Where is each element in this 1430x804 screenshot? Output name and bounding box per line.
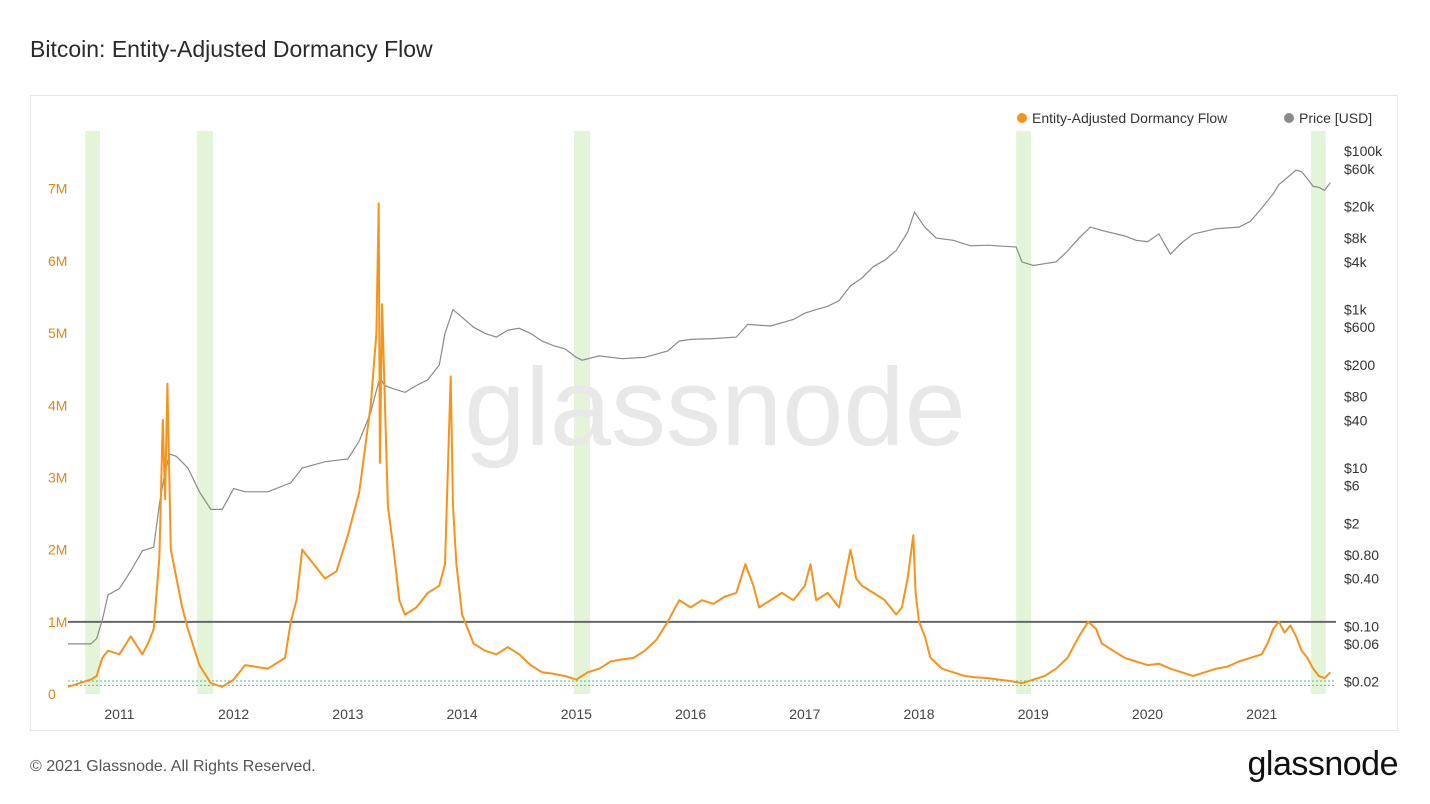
y-left-tick-5: 5M bbox=[48, 325, 67, 341]
x-tick-2017: 2017 bbox=[789, 706, 820, 722]
x-tick-2015: 2015 bbox=[561, 706, 592, 722]
y-left-tick-1: 1M bbox=[48, 614, 67, 630]
y-left-tick-3: 3M bbox=[48, 469, 67, 485]
x-tick-2011: 2011 bbox=[104, 706, 134, 722]
y-right-tick-9: $80 bbox=[1344, 388, 1368, 404]
green-zones bbox=[85, 131, 1326, 694]
brand-logo: glassnode bbox=[1247, 745, 1398, 783]
y-right-tick-8: $40 bbox=[1344, 412, 1368, 428]
watermark: glassnode bbox=[464, 346, 966, 469]
x-tick-2013: 2013 bbox=[332, 706, 363, 722]
y-right-tick-14: $8k bbox=[1344, 230, 1368, 246]
y-left-tick-6: 6M bbox=[48, 253, 67, 269]
y-right-tick-4: $0.80 bbox=[1344, 547, 1379, 563]
x-tick-2021: 2021 bbox=[1246, 706, 1277, 722]
y-right-tick-13: $4k bbox=[1344, 254, 1368, 270]
y-left-tick-0: 0 bbox=[48, 686, 56, 702]
dormancy-series[interactable] bbox=[67, 202, 1332, 688]
x-tick-2020: 2020 bbox=[1132, 706, 1163, 722]
green-zone-1 bbox=[197, 131, 214, 694]
y-left-tick-4: 4M bbox=[48, 397, 67, 413]
x-axis: 2011 2012 2013 2014 2015 2016 2017 2018 2019 2020… bbox=[104, 706, 1277, 722]
y-right-tick-10: $200 bbox=[1344, 357, 1375, 373]
y-right-tick-5: $2 bbox=[1344, 515, 1360, 531]
x-tick-2016: 2016 bbox=[675, 706, 706, 722]
y-right-tick-7: $10 bbox=[1344, 460, 1368, 476]
legend-label-price[interactable]: Price [USD] bbox=[1299, 110, 1372, 126]
x-tick-2014: 2014 bbox=[447, 706, 478, 722]
y-axis-right: $0.02 $0.06 $0.10 $0.40 $0.80 $2 $6 $10 $40 $80 $2… bbox=[1344, 143, 1383, 690]
y-right-tick-11: $600 bbox=[1344, 319, 1375, 335]
y-right-tick-2: $0.10 bbox=[1344, 618, 1379, 634]
x-tick-2012: 2012 bbox=[218, 706, 249, 722]
y-right-tick-12: $1k bbox=[1344, 302, 1368, 318]
x-tick-2018: 2018 bbox=[903, 706, 934, 722]
y-left-tick-7: 7M bbox=[48, 181, 67, 197]
y-right-tick-6: $6 bbox=[1344, 478, 1360, 494]
dormancy-line[interactable] bbox=[67, 202, 1332, 688]
chart-frame bbox=[30, 95, 1398, 731]
copyright-footer: © 2021 Glassnode. All Rights Reserved. bbox=[30, 758, 316, 775]
chart-title: Bitcoin: Entity-Adjusted Dormancy Flow bbox=[30, 36, 433, 62]
y-right-tick-3: $0.40 bbox=[1344, 571, 1379, 587]
green-zone-2 bbox=[574, 131, 591, 694]
x-tick-2019: 2019 bbox=[1018, 706, 1049, 722]
legend-dot-dormancy bbox=[1017, 113, 1027, 123]
y-left-tick-2: 2M bbox=[48, 542, 67, 558]
green-zone-4 bbox=[1310, 131, 1326, 694]
y-right-tick-0: $0.02 bbox=[1344, 674, 1379, 690]
reference-lines bbox=[68, 620, 1336, 686]
y-axis-left: 0 1M 2M 3M 4M 5M 6M 7M bbox=[48, 181, 67, 702]
y-right-tick-1: $0.06 bbox=[1344, 636, 1379, 652]
price-line[interactable] bbox=[68, 169, 1331, 645]
legend-dot-price bbox=[1284, 113, 1294, 123]
y-right-tick-16: $60k bbox=[1344, 161, 1375, 177]
legend[interactable]: Entity-Adjusted Dormancy Flow Price [USD… bbox=[1017, 110, 1372, 126]
green-zone-0 bbox=[85, 131, 100, 694]
legend-label-dormancy[interactable]: Entity-Adjusted Dormancy Flow bbox=[1032, 110, 1228, 126]
price-series[interactable] bbox=[68, 169, 1331, 645]
y-right-tick-15: $20k bbox=[1344, 199, 1375, 215]
y-right-tick-17: $100k bbox=[1344, 143, 1383, 159]
green-zone-3 bbox=[1016, 131, 1031, 694]
